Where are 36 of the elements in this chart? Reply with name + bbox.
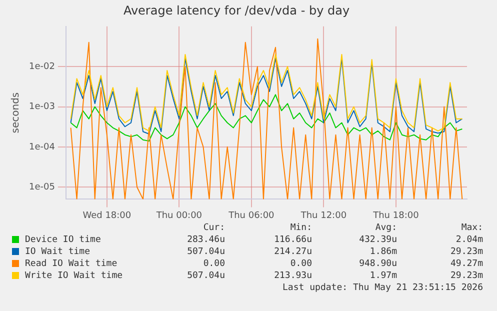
text: Avg:	[374, 222, 397, 234]
text: Min:	[289, 222, 312, 234]
text: 507.04u	[186, 270, 225, 282]
x-tick-label: Thu 18:00	[372, 210, 420, 221]
legend-label: IO Wait time	[24, 246, 92, 258]
text: 1.86m	[368, 246, 397, 258]
x-tick-label: Wed 18:00	[82, 210, 132, 221]
text: 29.23m	[449, 270, 483, 282]
text: 283.46u	[186, 234, 225, 246]
y-axis-title: seconds	[10, 92, 22, 134]
legend-label: Write IO Wait time	[24, 270, 124, 282]
y-tick-label: 1e-03	[28, 102, 55, 112]
text: Cur:	[202, 222, 225, 234]
text: 0.00	[202, 258, 225, 270]
chart-title: Average latency for /dev/vda - by day	[123, 3, 350, 18]
text: 948.90u	[358, 258, 397, 270]
y-tick-label: 1e-05	[28, 182, 55, 192]
text: 0.00	[289, 258, 312, 270]
text: 432.39u	[358, 234, 397, 246]
x-tick-label: Thu 00:00	[155, 210, 202, 221]
y-tick-label: 1e-04	[28, 142, 56, 152]
legend-label: Device IO time	[24, 234, 102, 246]
text: 214.27u	[273, 246, 312, 258]
text: 213.93u	[273, 270, 312, 282]
text: 507.04u	[186, 246, 225, 258]
text: 116.66u	[273, 234, 312, 246]
text: 29.23m	[449, 246, 483, 258]
text: Max:	[460, 222, 483, 234]
x-tick-label: Thu 12:00	[300, 210, 347, 221]
text: 2.04m	[454, 234, 483, 246]
legend-label: Read IO Wait time	[24, 258, 118, 270]
y-tick-label: 1e-02	[28, 62, 55, 72]
x-tick-label: Thu 06:00	[228, 210, 275, 221]
text: Last update: Thu May 21 23:51:15 2026	[282, 282, 483, 294]
text: 49.27m	[449, 258, 483, 270]
text: 1.97m	[368, 270, 397, 282]
